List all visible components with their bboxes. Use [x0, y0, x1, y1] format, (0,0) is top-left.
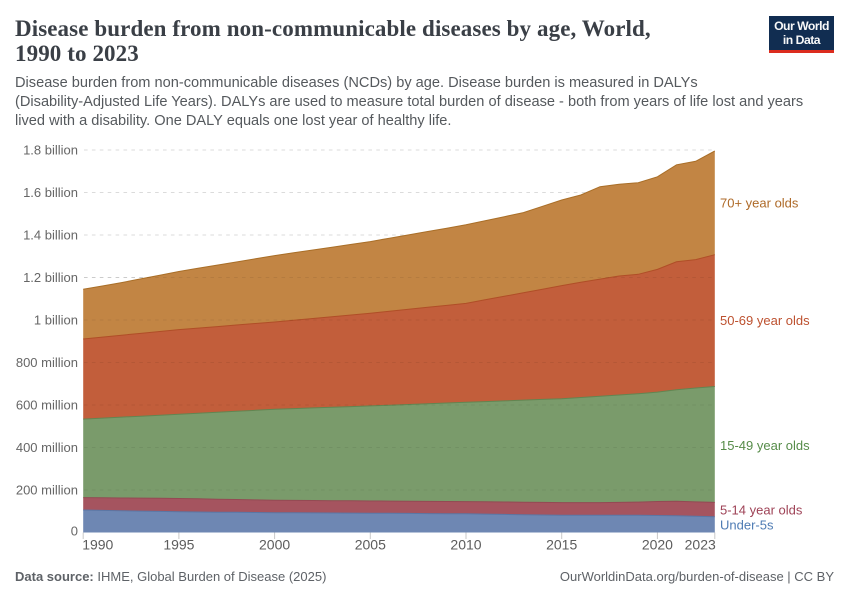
- svg-text:2020: 2020: [642, 537, 673, 553]
- svg-text:600 million: 600 million: [16, 398, 78, 413]
- svg-text:800 million: 800 million: [16, 355, 78, 370]
- svg-text:50-69 year olds: 50-69 year olds: [720, 313, 810, 328]
- svg-text:200 million: 200 million: [16, 483, 78, 498]
- svg-text:2005: 2005: [355, 537, 386, 553]
- svg-text:2010: 2010: [450, 537, 481, 553]
- svg-text:400 million: 400 million: [16, 440, 78, 455]
- svg-text:2015: 2015: [546, 537, 577, 553]
- svg-text:Under-5s: Under-5s: [720, 518, 774, 533]
- svg-text:1.4 billion: 1.4 billion: [23, 228, 78, 243]
- svg-text:1.8 billion: 1.8 billion: [23, 143, 78, 158]
- svg-text:1 billion: 1 billion: [34, 313, 78, 328]
- svg-text:1990: 1990: [82, 537, 113, 553]
- svg-text:1995: 1995: [163, 537, 194, 553]
- svg-text:70+ year olds: 70+ year olds: [720, 196, 799, 211]
- svg-text:0: 0: [71, 524, 78, 539]
- svg-text:1.2 billion: 1.2 billion: [23, 270, 78, 285]
- svg-text:1.6 billion: 1.6 billion: [23, 185, 78, 200]
- svg-text:2023: 2023: [685, 537, 716, 553]
- svg-text:2000: 2000: [259, 537, 290, 553]
- svg-text:5-14 year olds: 5-14 year olds: [720, 503, 803, 518]
- svg-text:15-49 year olds: 15-49 year olds: [720, 438, 810, 453]
